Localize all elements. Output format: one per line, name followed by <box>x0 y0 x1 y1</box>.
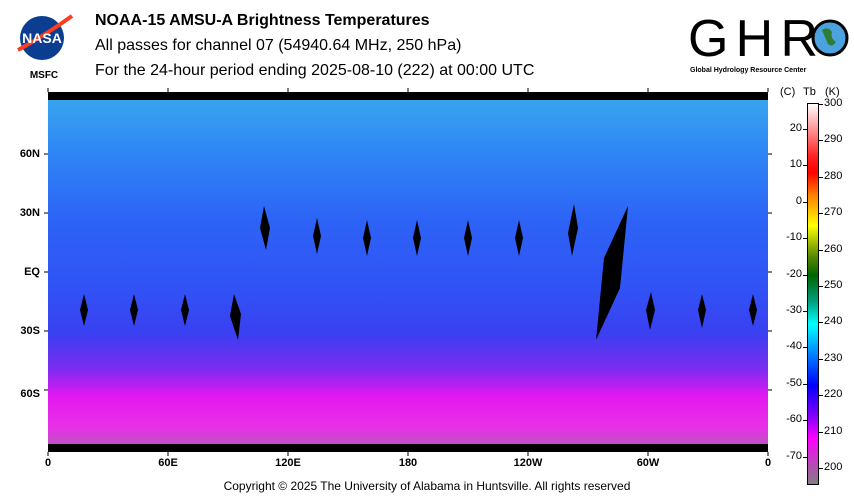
colorbar-c-tick <box>803 456 807 458</box>
lon-label-0: 0 <box>44 457 52 469</box>
colorbar-c-label: -10 <box>786 231 802 244</box>
lon-label-0-east: 0 <box>764 457 772 469</box>
colorbar-k-tick <box>819 104 823 105</box>
colorbar-c-tick <box>803 347 807 349</box>
data-gaps <box>80 204 757 340</box>
colorbar-k-tick <box>819 140 823 142</box>
colorbar-header-k: (K) <box>825 86 840 98</box>
colorbar-c-tick <box>803 238 807 240</box>
colorbar-k-tick <box>819 176 823 178</box>
brightness-temperature-map <box>44 88 772 456</box>
colorbar-c-tick <box>803 128 807 130</box>
lon-label-120e: 120E <box>275 457 301 469</box>
colorbar-k-label: 270 <box>824 206 843 219</box>
svg-text:GHR: GHR <box>688 10 818 68</box>
copyright-footer: Copyright © 2025 The University of Alaba… <box>223 479 631 493</box>
colorbar-c-label: -60 <box>786 413 802 426</box>
nasa-wordmark: NASA <box>22 30 62 46</box>
colorbar-k-label: 260 <box>824 242 843 255</box>
colorbar-k-label: 220 <box>824 388 843 401</box>
colorbar-k-tick <box>819 213 823 215</box>
colorbar-c-label: 10 <box>789 158 802 171</box>
svg-text:Global Hydrology Resource Cent: Global Hydrology Resource Center <box>690 67 807 74</box>
colorbar-c-label: 0 <box>795 194 802 207</box>
colorbar <box>807 103 819 485</box>
chart-subtitle: All passes for channel 07 (54940.64 MHz,… <box>95 37 462 54</box>
colorbar-k-tick <box>819 322 823 324</box>
colorbar-k-label: 230 <box>824 351 843 364</box>
colorbar-k-tick <box>819 468 823 469</box>
lat-label-30n: 30N <box>19 207 40 219</box>
colorbar-c-label: 20 <box>789 121 802 134</box>
colorbar-c-tick <box>803 165 807 167</box>
chart-period: For the 24-hour period ending 2025-08-10… <box>95 62 535 79</box>
lon-label-60w: 60W <box>636 457 660 469</box>
ghrc-logo: GHR Global Hydrology Resource Center <box>688 10 850 76</box>
chart-title: NOAA-15 AMSU-A Brightness Temperatures <box>95 12 430 29</box>
colorbar-c-tick <box>803 310 807 312</box>
msfc-label: MSFC <box>30 70 58 81</box>
lat-label-30s: 30S <box>20 325 40 337</box>
nasa-logo: NASA MSFC <box>14 10 74 81</box>
colorbar-c-tick <box>803 201 807 203</box>
colorbar-c-label: -20 <box>786 267 802 280</box>
colorbar-k-label: 200 <box>824 461 843 473</box>
colorbar-header-tb: Tb <box>803 86 816 98</box>
lat-label-eq: EQ <box>24 266 40 278</box>
map-field <box>48 100 768 444</box>
colorbar-c-tick <box>803 274 807 276</box>
colorbar-k-label: 280 <box>824 169 843 182</box>
colorbar-k-label: 290 <box>824 133 843 146</box>
colorbar-c-label: -30 <box>786 303 802 316</box>
colorbar-c-tick <box>803 383 807 385</box>
lon-label-180: 180 <box>398 457 418 469</box>
colorbar-header-c: (C) <box>780 86 796 98</box>
colorbar-k-tick <box>819 286 823 287</box>
colorbar-k-tick <box>819 249 823 251</box>
colorbar-c-tick <box>803 420 807 422</box>
colorbar-k-tick <box>819 431 823 433</box>
colorbar-k-label: 210 <box>824 424 843 437</box>
colorbar-k-label: 240 <box>824 315 843 328</box>
lon-label-120w: 120W <box>513 457 543 469</box>
lat-label-60n: 60N <box>19 148 40 160</box>
colorbar-k-tick <box>819 358 823 360</box>
colorbar-c-label: -50 <box>786 376 802 389</box>
colorbar-c-label: -40 <box>786 340 802 353</box>
colorbar-k-label: 300 <box>824 97 843 109</box>
map-ticks <box>44 88 772 456</box>
colorbar-k-tick <box>819 395 823 397</box>
lat-label-60s: 60S <box>20 388 40 400</box>
colorbar-k-label: 250 <box>824 279 843 291</box>
lon-label-60e: 60E <box>158 457 178 469</box>
colorbar-c-label: -70 <box>786 449 802 462</box>
